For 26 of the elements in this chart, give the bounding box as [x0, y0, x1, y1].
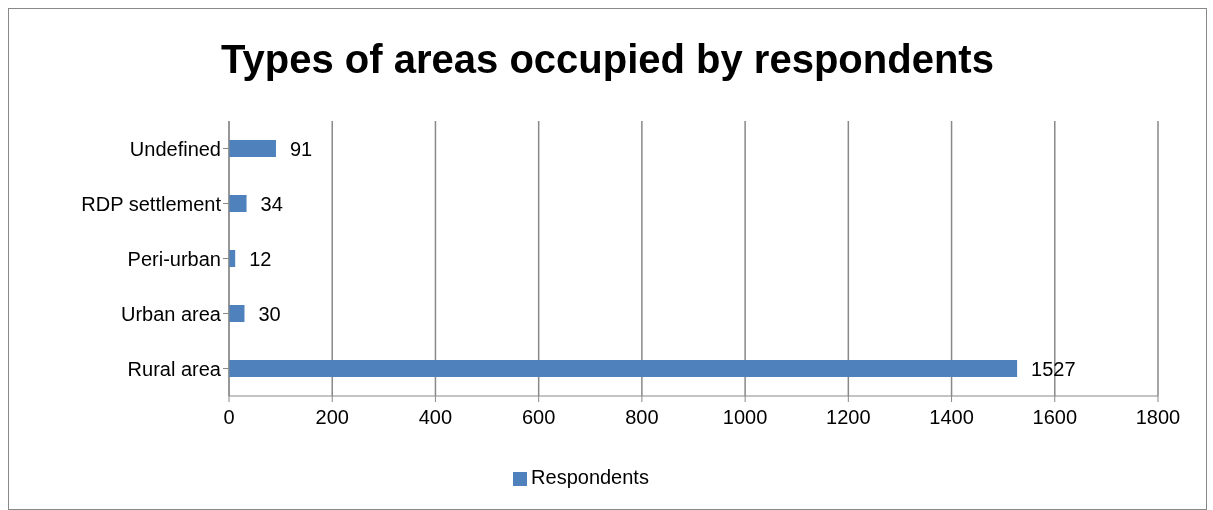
bar	[229, 140, 276, 157]
x-tick-label: 1800	[1135, 406, 1181, 429]
bar	[229, 305, 245, 322]
y-tick-label: Rural area	[127, 357, 222, 380]
y-tick-label: Urban area	[120, 302, 222, 325]
legend-label: Respondents	[531, 466, 649, 488]
data-label: 91	[289, 137, 313, 160]
y-tick-label: RDP settlement	[81, 192, 222, 215]
x-tick-label: 1600	[1032, 406, 1078, 429]
x-tick-label: 0	[223, 406, 235, 429]
y-tick-label: Peri-urban	[127, 247, 221, 270]
data-label: 1527	[1031, 357, 1076, 380]
x-tick-label: 800	[625, 406, 659, 429]
x-tick-label: 1200	[826, 406, 871, 429]
x-tick-label: 400	[418, 406, 453, 429]
data-label: 30	[258, 302, 281, 325]
chart-title: Types of areas occupied by respondents	[220, 37, 995, 82]
bar	[229, 195, 247, 212]
data-label: 34	[260, 192, 283, 215]
data-label: 12	[249, 247, 272, 270]
bar	[229, 360, 1018, 377]
x-tick-label: 1400	[929, 406, 974, 429]
x-tick-label: 600	[521, 406, 556, 429]
y-tick-label: Undefined	[129, 137, 221, 160]
x-tick-label: 200	[315, 406, 349, 429]
x-tick-label: 1000	[722, 406, 768, 429]
